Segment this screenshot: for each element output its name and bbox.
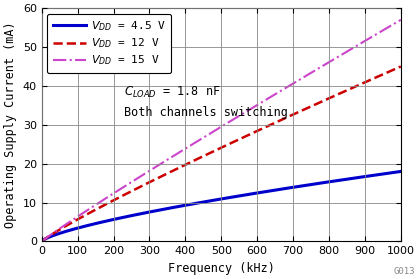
$V_{DD}$ = 4.5 V bbox=[398, 170, 403, 173]
$V_{DD}$ = 15 V bbox=[319, 65, 324, 68]
$V_{DD}$ = 15 V bbox=[398, 18, 403, 21]
$V_{DD}$ = 4.5 V bbox=[197, 201, 202, 204]
$V_{DD}$ = 4.5 V bbox=[39, 240, 44, 243]
$V_{DD}$ = 12 V bbox=[398, 65, 403, 68]
Text: $C_{LOAD}$ = 1.8 nF: $C_{LOAD}$ = 1.8 nF bbox=[124, 85, 221, 100]
$V_{DD}$ = 12 V bbox=[184, 162, 189, 166]
$V_{DD}$ = 4.5 V bbox=[184, 203, 189, 207]
Legend: $V_{DD}$ = 4.5 V, $V_{DD}$ = 12 V, $V_{DD}$ = 15 V: $V_{DD}$ = 4.5 V, $V_{DD}$ = 12 V, $V_{D… bbox=[47, 14, 171, 73]
$V_{DD}$ = 12 V bbox=[197, 156, 202, 160]
X-axis label: Frequency (kHz): Frequency (kHz) bbox=[168, 262, 275, 275]
$V_{DD}$ = 15 V bbox=[286, 85, 291, 88]
Line: $V_{DD}$ = 15 V: $V_{DD}$ = 15 V bbox=[42, 20, 401, 241]
$V_{DD}$ = 15 V bbox=[184, 146, 189, 149]
Line: $V_{DD}$ = 12 V: $V_{DD}$ = 12 V bbox=[42, 66, 401, 241]
$V_{DD}$ = 12 V bbox=[326, 97, 331, 100]
Y-axis label: Operating Supply Current (mA): Operating Supply Current (mA) bbox=[4, 21, 17, 228]
$V_{DD}$ = 4.5 V bbox=[286, 186, 291, 190]
$V_{DD}$ = 15 V bbox=[326, 61, 331, 64]
$V_{DD}$ = 15 V bbox=[39, 240, 44, 243]
$V_{DD}$ = 15 V bbox=[197, 138, 202, 141]
Text: Both channels switching: Both channels switching bbox=[124, 106, 288, 119]
$V_{DD}$ = 12 V bbox=[39, 240, 44, 243]
$V_{DD}$ = 4.5 V bbox=[326, 180, 331, 184]
Text: G013: G013 bbox=[393, 267, 415, 276]
$V_{DD}$ = 4.5 V bbox=[76, 226, 81, 230]
$V_{DD}$ = 12 V bbox=[286, 115, 291, 118]
$V_{DD}$ = 4.5 V bbox=[319, 181, 324, 185]
Line: $V_{DD}$ = 4.5 V: $V_{DD}$ = 4.5 V bbox=[42, 171, 401, 241]
$V_{DD}$ = 15 V bbox=[76, 214, 81, 218]
$V_{DD}$ = 12 V bbox=[76, 217, 81, 221]
$V_{DD}$ = 12 V bbox=[319, 100, 324, 103]
